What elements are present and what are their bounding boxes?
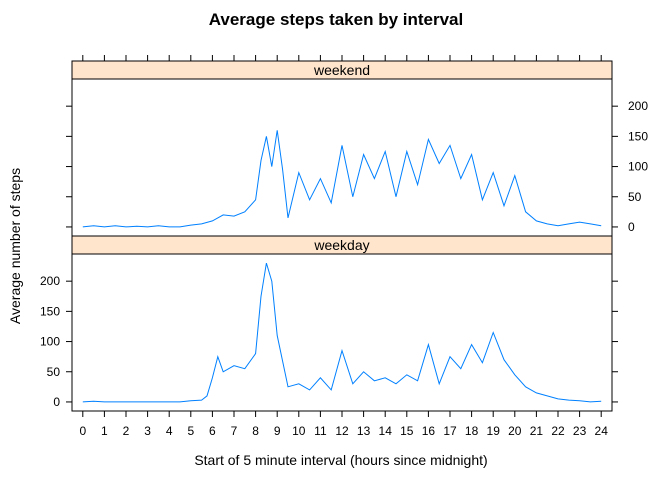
strip-label-weekday: weekday <box>313 237 369 253</box>
chart-title: Average steps taken by interval <box>209 10 464 29</box>
panel-frame-weekend <box>71 60 613 237</box>
y-tick-label-weekend: 0 <box>628 220 635 234</box>
strip-label-weekend: weekend <box>313 62 370 78</box>
x-axis-ticks: 0 1 2 3 4 5 6 7 8 9 10 11 12 13 14 15 16 17 18 19 20 21 22 23 24 <box>79 55 608 438</box>
panel-frame-weekday <box>71 235 613 412</box>
x-axis-label: Start of 5 minute interval (hours since … <box>194 452 487 468</box>
x-tick-label: 6 <box>209 424 216 438</box>
x-tick-label: 3 <box>144 424 151 438</box>
x-tick-label: 11 <box>314 424 327 438</box>
x-tick-label: 12 <box>335 424 349 438</box>
x-tick-label: 10 <box>292 424 306 438</box>
x-tick-label: 9 <box>274 424 281 438</box>
x-tick-label: 23 <box>573 424 587 438</box>
x-tick-label: 2 <box>123 424 130 438</box>
x-tick-label: 21 <box>530 424 544 438</box>
x-tick-label: 17 <box>443 424 457 438</box>
x-tick-label: 5 <box>187 424 194 438</box>
y-tick-label-weekend: 200 <box>628 99 648 113</box>
x-tick-label: 14 <box>379 424 393 438</box>
x-tick-label: 0 <box>79 424 86 438</box>
x-tick-label: 24 <box>595 424 609 438</box>
y-tick-label-weekend: 50 <box>628 190 642 204</box>
y-tick-label-weekday: 150 <box>40 304 60 318</box>
panel-weekend: weekend 0 50 100 150 200 <box>66 60 648 237</box>
x-tick-label: 4 <box>166 424 173 438</box>
x-tick-label: 1 <box>101 424 108 438</box>
series-line-weekend <box>82 130 602 228</box>
y-tick-label-weekday: 100 <box>40 335 60 349</box>
x-tick-label: 20 <box>508 424 522 438</box>
y-tick-label-weekend: 100 <box>628 160 648 174</box>
y-axis-label: Average number of steps <box>7 168 23 324</box>
x-tick-label: 22 <box>551 424 565 438</box>
x-tick-label: 8 <box>252 424 259 438</box>
x-tick-label: 7 <box>231 424 238 438</box>
series-line-weekday <box>82 262 602 403</box>
panel-weekday: weekday 0 50 100 150 200 <box>40 235 618 412</box>
x-tick-label: 18 <box>465 424 479 438</box>
x-tick-label: 15 <box>400 424 414 438</box>
y-tick-label-weekday: 200 <box>40 274 60 288</box>
y-tick-label-weekend: 150 <box>628 129 648 143</box>
x-tick-label: 19 <box>487 424 501 438</box>
panels-group: weekend 0 50 100 150 200 weekday 0 50 100 150 200 <box>40 60 648 412</box>
y-tick-label-weekday: 0 <box>53 395 60 409</box>
x-tick-label: 13 <box>357 424 371 438</box>
x-tick-label: 16 <box>422 424 436 438</box>
y-tick-label-weekday: 50 <box>47 365 61 379</box>
